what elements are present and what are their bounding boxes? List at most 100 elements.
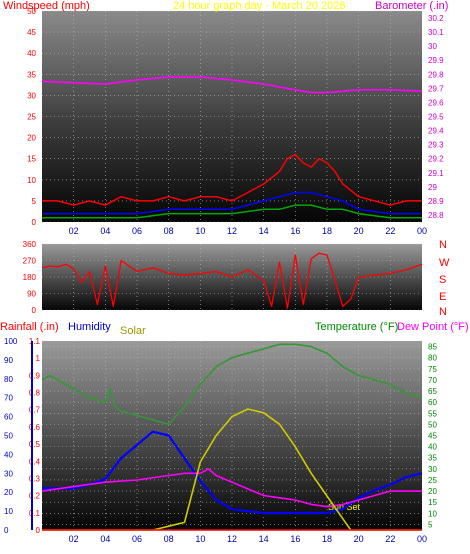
rainfall-tick-label: 0.4 bbox=[29, 457, 41, 466]
barometer-tick-label: 28.8 bbox=[428, 211, 444, 220]
humidity-tick-label: 100 bbox=[4, 337, 18, 346]
solar-axis-label: Solar bbox=[120, 325, 146, 337]
solar-line bbox=[42, 408, 422, 531]
humidity-tick-label: 50 bbox=[4, 432, 13, 441]
rainfall-tick-label: 0.3 bbox=[29, 474, 41, 483]
temperature-tick-label: 60 bbox=[428, 398, 437, 407]
windspeed-tick-label: 25 bbox=[27, 113, 36, 122]
x-tick-label: 02 bbox=[69, 534, 79, 544]
humidity-tick-label: 90 bbox=[4, 356, 13, 365]
windspeed-tick-label: 35 bbox=[27, 70, 36, 79]
barometer-tick-label: 29 bbox=[428, 183, 437, 192]
rainfall-tick-label: 0.1 bbox=[29, 509, 41, 518]
x-tick-label: 18 bbox=[322, 226, 332, 236]
barometer-tick-label: 29.8 bbox=[428, 70, 444, 79]
direction-tick-label: 90 bbox=[27, 290, 36, 299]
compass-label: W bbox=[439, 257, 450, 269]
windspeed-tick-label: 40 bbox=[27, 49, 36, 58]
x-tick-label: 22 bbox=[385, 226, 395, 236]
x-tick-label: 12 bbox=[227, 534, 237, 544]
barometer-axis-label: Barometer (.in) bbox=[375, 0, 448, 12]
temperature-axis-label: Temperature (°F) bbox=[315, 321, 398, 333]
barometer-tick-label: 30.1 bbox=[428, 28, 444, 37]
barometer-tick-label: 29.1 bbox=[428, 169, 444, 178]
humidity-tick-label: 80 bbox=[4, 375, 13, 384]
temperature-line bbox=[41, 343, 423, 426]
temperature-tick-label: 70 bbox=[428, 376, 437, 385]
rainfall-tick-label: 1.1 bbox=[29, 337, 41, 346]
temperature-tick-label: 65 bbox=[428, 387, 437, 396]
temperature-tick-label: 40 bbox=[428, 443, 437, 452]
x-tick-label: 18 bbox=[322, 534, 332, 544]
wind-gust-line bbox=[42, 153, 422, 206]
direction-tick-label: 360 bbox=[23, 240, 37, 249]
barometer-tick-label: 30 bbox=[428, 42, 437, 51]
rainfall-tick-label: 0 bbox=[36, 526, 41, 535]
humidity-line bbox=[42, 430, 423, 515]
compass-label: N bbox=[439, 239, 447, 251]
barometer-tick-label: 29.4 bbox=[428, 127, 444, 136]
compass-label: S bbox=[439, 274, 446, 286]
barometer-line bbox=[41, 76, 423, 94]
compass-label: E bbox=[439, 291, 446, 303]
compass-label: N bbox=[439, 306, 447, 318]
x-tick-label: 16 bbox=[290, 534, 300, 544]
temperature-tick-label: 45 bbox=[428, 432, 437, 441]
humidity-axis-label: Humidity bbox=[68, 321, 111, 333]
windspeed-tick-label: 20 bbox=[27, 134, 36, 143]
wind-low-line bbox=[42, 204, 422, 219]
x-tick-label: 00 bbox=[417, 534, 427, 544]
direction-tick-label: 180 bbox=[23, 273, 37, 282]
windspeed-tick-label: 45 bbox=[27, 28, 36, 37]
windspeed-tick-label: 30 bbox=[27, 91, 36, 100]
rainfall-tick-label: 1 bbox=[36, 354, 41, 363]
barometer-tick-label: 29.2 bbox=[428, 155, 444, 164]
x-tick-label: 08 bbox=[164, 534, 174, 544]
windspeed-tick-label: 15 bbox=[27, 155, 36, 164]
humidity-tick-label: 20 bbox=[4, 488, 13, 497]
chart-title: 24 hour graph day - March 20 2026 bbox=[173, 0, 345, 12]
x-tick-label: 06 bbox=[132, 534, 142, 544]
barometer-tick-label: 29.6 bbox=[428, 98, 444, 107]
x-tick-label: 06 bbox=[132, 226, 142, 236]
dewpoint-line bbox=[41, 468, 422, 508]
rainfall-tick-label: 0.9 bbox=[29, 371, 41, 380]
temperature-tick-label: 30 bbox=[428, 465, 437, 474]
x-tick-label: 10 bbox=[195, 534, 205, 544]
x-tick-label: 04 bbox=[100, 534, 110, 544]
x-tick-label: 12 bbox=[227, 226, 237, 236]
x-tick-label: 04 bbox=[100, 226, 110, 236]
x-tick-label: 02 bbox=[69, 226, 79, 236]
temperature-tick-label: 5 bbox=[428, 520, 433, 529]
temperature-tick-label: 80 bbox=[428, 354, 437, 363]
rainfall-tick-label: 0.2 bbox=[29, 492, 41, 501]
humidity-tick-label: 0 bbox=[4, 526, 9, 535]
temperature-tick-label: 75 bbox=[428, 365, 437, 374]
rainfall-tick-label: 0.6 bbox=[29, 423, 41, 432]
rainfall-axis-label: Rainfall (.in) bbox=[0, 321, 59, 333]
x-tick-label: 00 bbox=[417, 226, 427, 236]
x-tick-label: 10 bbox=[195, 226, 205, 236]
rainfall-tick-label: 0.7 bbox=[29, 406, 41, 415]
temperature-tick-label: 25 bbox=[428, 476, 437, 485]
x-tick-label: 16 bbox=[290, 226, 300, 236]
rainfall-tick-label: 0.8 bbox=[29, 389, 41, 398]
barometer-tick-label: 29.7 bbox=[428, 84, 444, 93]
wind-direction-line bbox=[41, 252, 423, 309]
humidity-tick-label: 10 bbox=[4, 507, 13, 516]
rainfall-tick-label: 0.5 bbox=[29, 440, 41, 449]
x-tick-label: 14 bbox=[259, 226, 269, 236]
temperature-tick-label: 10 bbox=[428, 509, 437, 518]
direction-tick-label: 270 bbox=[23, 257, 37, 266]
humidity-tick-label: 70 bbox=[4, 394, 13, 403]
temperature-tick-label: 35 bbox=[428, 454, 437, 463]
windspeed-tick-label: 5 bbox=[32, 197, 37, 206]
x-tick-label: 22 bbox=[385, 534, 395, 544]
barometer-tick-label: 28.9 bbox=[428, 197, 444, 206]
direction-tick-label: 0 bbox=[32, 306, 37, 315]
barometer-tick-label: 29.3 bbox=[428, 141, 444, 150]
temperature-tick-label: 85 bbox=[428, 343, 437, 352]
temperature-tick-label: 55 bbox=[428, 409, 437, 418]
windspeed-tick-label: 0 bbox=[32, 218, 37, 227]
